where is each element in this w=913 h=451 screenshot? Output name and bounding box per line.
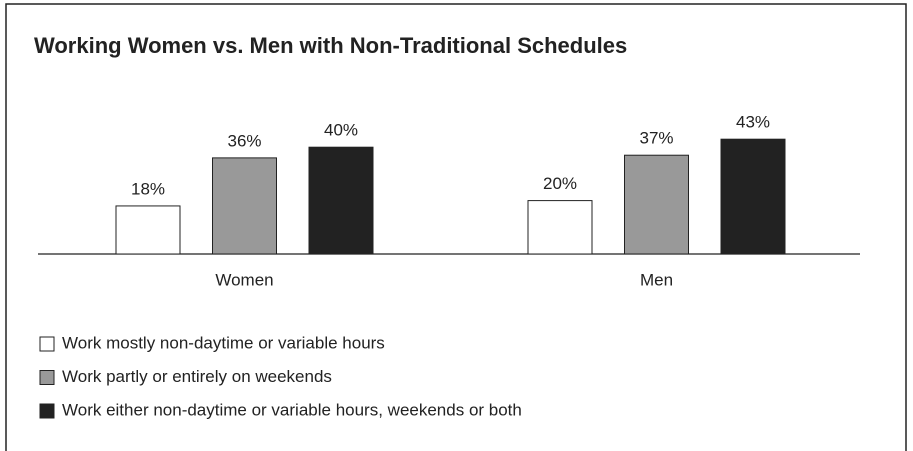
legend-swatch [39,336,55,352]
legend-label: Work partly or entirely on weekends [62,367,332,386]
bar [212,157,277,255]
legend-swatch [39,370,55,385]
bar [527,200,593,255]
bar [624,154,689,255]
x-tick-label: Women [215,270,273,289]
value-label: 36% [227,131,261,150]
value-label: 20% [543,174,577,193]
x-tick-label: Men [640,270,673,289]
value-label: 43% [736,113,770,132]
frame [5,3,907,451]
value-label: 37% [639,129,673,148]
legend-label: Work mostly non-daytime or variable hour… [62,333,385,352]
legend-label: Work either non-daytime or variable hour… [62,400,522,419]
value-label: 18% [131,179,165,198]
legend-swatch [39,403,55,419]
bar [115,205,181,255]
value-label: 40% [324,121,358,140]
chart-title: Working Women vs. Men with Non-Tradition… [34,33,627,58]
bar [720,138,786,255]
bar [308,146,374,255]
